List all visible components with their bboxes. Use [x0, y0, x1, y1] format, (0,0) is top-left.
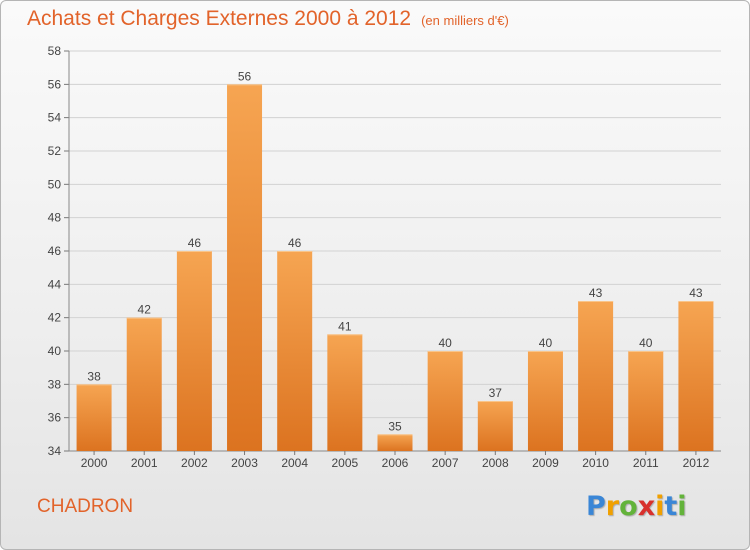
- y-tick-label: 50: [48, 177, 62, 191]
- data-label: 40: [438, 336, 452, 350]
- y-tick-label: 56: [48, 77, 62, 91]
- y-tick-label: 52: [48, 144, 62, 158]
- x-tick-label: 2001: [131, 456, 158, 470]
- data-label: 43: [589, 286, 603, 300]
- logo-letter: r: [605, 491, 620, 522]
- y-tick-label: 34: [48, 444, 62, 458]
- x-tick-label: 2009: [532, 456, 559, 470]
- x-tick-label: 2012: [683, 456, 710, 470]
- data-label: 40: [539, 336, 553, 350]
- data-label: 42: [138, 303, 152, 317]
- data-label: 38: [87, 369, 101, 383]
- bar-2003: [227, 84, 263, 451]
- bar-2004: [277, 251, 313, 451]
- proxiti-logo[interactable]: Proxiti: [586, 491, 687, 522]
- x-tick-label: 2006: [382, 456, 409, 470]
- x-tick-label: 2003: [231, 456, 258, 470]
- x-tick-label: 2007: [432, 456, 459, 470]
- commune-name: CHADRON: [37, 496, 134, 517]
- bar-2012: [678, 301, 714, 451]
- bar-2005: [327, 334, 363, 451]
- data-label: 37: [489, 386, 503, 400]
- chart-title-text: Achats et Charges Externes 2000 à 2012: [27, 7, 412, 30]
- x-tick-label: 2005: [331, 456, 358, 470]
- bar-2011: [628, 351, 664, 451]
- logo-letter: i: [677, 491, 687, 522]
- y-tick-label: 40: [48, 344, 62, 358]
- bar-2010: [578, 301, 614, 451]
- data-label: 46: [188, 236, 202, 250]
- data-label: 40: [639, 336, 653, 350]
- bar-2008: [477, 401, 513, 451]
- logo-letter: i: [655, 491, 665, 522]
- y-tick-label: 44: [48, 277, 62, 291]
- bar-2006: [377, 434, 413, 451]
- y-tick-label: 48: [48, 211, 62, 225]
- data-label: 56: [238, 69, 252, 83]
- logo-letter: x: [637, 491, 656, 522]
- y-tick-label: 46: [48, 244, 62, 258]
- data-label: 46: [288, 236, 302, 250]
- x-tick-label: 2010: [582, 456, 609, 470]
- x-tick-label: 2008: [482, 456, 509, 470]
- y-tick-label: 36: [48, 411, 62, 425]
- data-label: 35: [388, 419, 402, 433]
- logo-letter: o: [619, 491, 638, 522]
- y-tick-label: 58: [48, 44, 62, 58]
- bar-2007: [427, 351, 463, 451]
- x-tick-label: 2002: [181, 456, 208, 470]
- y-tick-label: 38: [48, 377, 62, 391]
- y-tick-label: 42: [48, 311, 62, 325]
- x-tick-label: 2004: [281, 456, 308, 470]
- x-tick-label: 2011: [633, 456, 659, 470]
- chart-title: Achats et Charges Externes 2000 à 2012 (e…: [27, 7, 509, 31]
- x-tick-label: 2000: [81, 456, 108, 470]
- logo-letter: t: [664, 491, 678, 522]
- data-label: 43: [689, 286, 703, 300]
- logo-letter: P: [586, 491, 606, 522]
- chart-unit: (en milliers d'€): [421, 13, 509, 28]
- bar-2001: [126, 317, 162, 451]
- y-tick-label: 54: [48, 111, 62, 125]
- bar-2002: [176, 251, 212, 451]
- data-label: 41: [338, 319, 352, 333]
- bar-2009: [527, 351, 563, 451]
- bar-2000: [76, 384, 112, 451]
